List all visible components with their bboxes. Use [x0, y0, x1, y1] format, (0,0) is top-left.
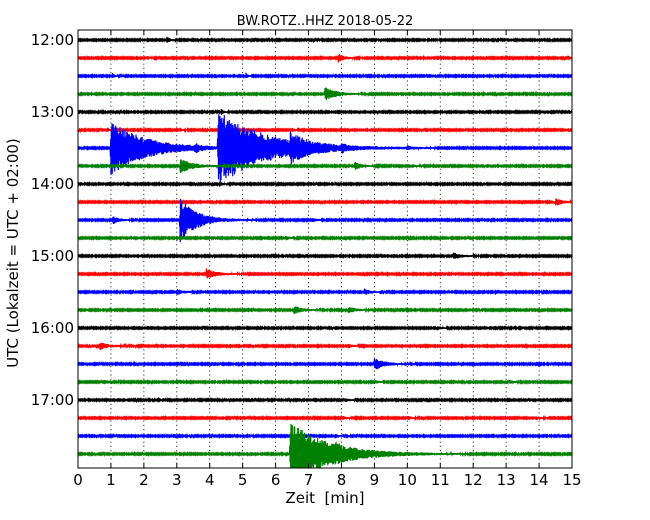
x-tick-label: 11 [431, 471, 450, 489]
trace-1415 [77, 198, 573, 206]
x-axis-label: Zeit [min] [285, 489, 364, 507]
x-tick-label: 1 [106, 471, 116, 489]
chart-title: BW.ROTZ..HHZ 2018-05-22 [237, 14, 413, 29]
trace-1215 [77, 53, 573, 63]
y-axis: 12:00 13:00 14:00 15:00 16:00 17:00 [31, 31, 83, 409]
trace-1700 [77, 396, 573, 404]
trace-1430 [77, 198, 573, 243]
x-tick-label: 10 [398, 471, 417, 489]
trace-1230 [77, 72, 573, 80]
trace-1300 [77, 108, 573, 116]
y-tick-label: 17:00 [31, 391, 74, 409]
trace-1330 [77, 114, 573, 184]
x-tick-label: 13 [497, 471, 516, 489]
trace-1615 [77, 342, 573, 350]
x-tick-label: 15 [562, 471, 581, 489]
y-tick-label: 13:00 [31, 103, 74, 121]
trace-1445 [77, 234, 573, 242]
x-tick-label: 6 [271, 471, 281, 489]
x-tick-label: 7 [304, 471, 314, 489]
trace-1515 [77, 268, 573, 279]
y-tick-label: 12:00 [31, 31, 74, 49]
x-tick-label: 8 [337, 471, 347, 489]
x-tick-label: 4 [205, 471, 215, 489]
x-tick-label: 5 [238, 471, 248, 489]
seismic-traces [77, 36, 573, 469]
x-tick-label: 14 [530, 471, 549, 489]
trace-1630 [77, 358, 573, 370]
y-tick-label: 16:00 [31, 319, 74, 337]
y-axis-label: UTC (Lokalzeit = UTC + 02:00) [4, 138, 22, 368]
y-tick-label: 15:00 [31, 247, 74, 265]
trace-1245 [77, 87, 573, 101]
trace-1730 [77, 432, 573, 440]
trace-1745 [77, 423, 573, 469]
y-tick-label: 14:00 [31, 175, 74, 193]
x-tick-label: 12 [464, 471, 483, 489]
trace-1530 [77, 288, 573, 296]
x-axis: 0 1 2 3 4 5 6 7 8 9 10 11 12 13 14 15 [73, 30, 582, 489]
trace-1345 [77, 159, 573, 174]
trace-1315 [77, 126, 573, 134]
plot-frame [77, 29, 573, 469]
x-tick-label: 0 [73, 471, 83, 489]
trace-1645 [77, 378, 573, 386]
trace-1600 [77, 324, 573, 332]
x-tick-label: 9 [370, 471, 380, 489]
trace-1715 [77, 414, 573, 422]
trace-1400 [77, 180, 573, 188]
x-tick-label: 2 [139, 471, 149, 489]
x-tick-label: 3 [172, 471, 182, 489]
trace-1545 [77, 306, 573, 314]
grid-lines [110, 30, 540, 468]
trace-1200 [77, 36, 573, 44]
trace-1500 [77, 252, 573, 260]
